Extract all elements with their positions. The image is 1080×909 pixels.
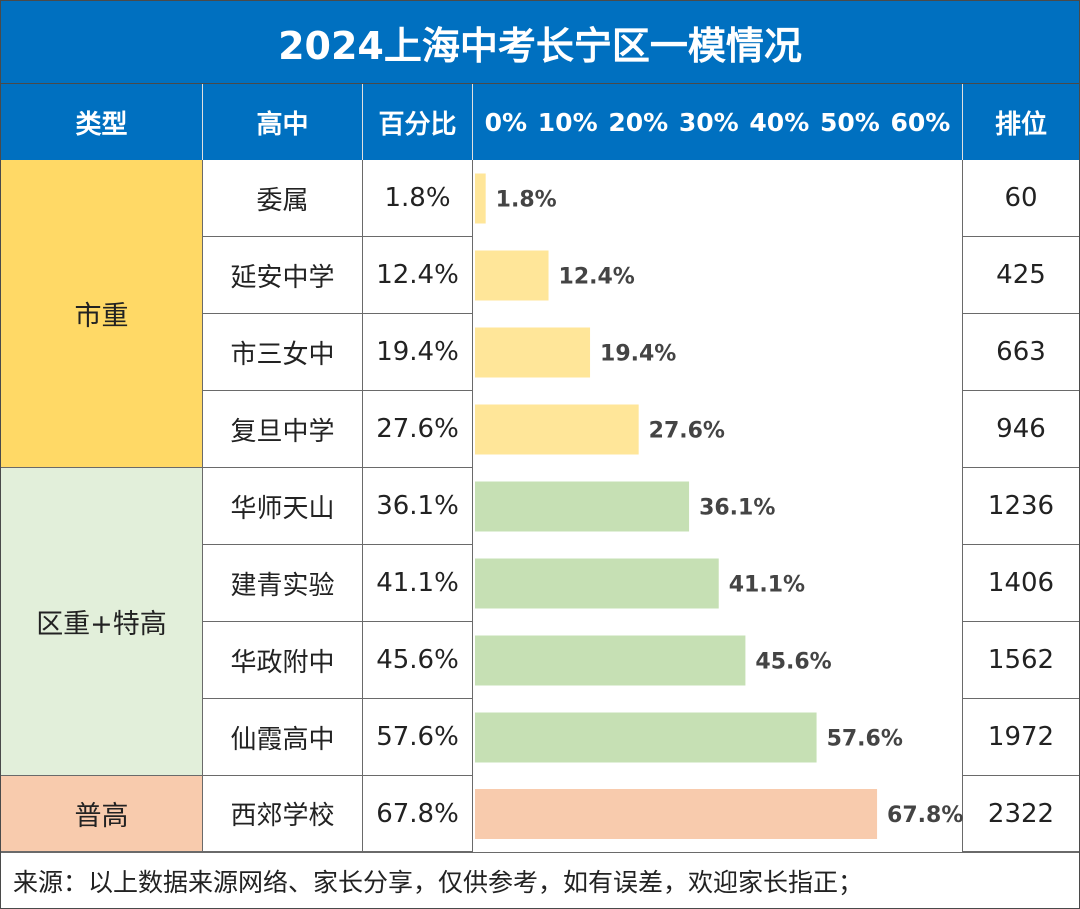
percent-cell: 41.1% xyxy=(363,545,473,622)
bar-value-label: 36.1% xyxy=(699,496,775,521)
percent-cell: 45.6% xyxy=(363,622,473,699)
rank-cell: 1562 xyxy=(963,622,1079,699)
bar xyxy=(475,404,639,455)
bar-value-label: 41.1% xyxy=(729,573,805,598)
bar xyxy=(475,327,591,378)
bar-value-label: 12.4% xyxy=(559,265,635,290)
percent-cell: 12.4% xyxy=(363,237,473,314)
bar xyxy=(475,250,549,301)
rank-cell: 2322 xyxy=(963,776,1079,852)
bar-value-label: 67.8% xyxy=(887,803,963,828)
rank-cell: 946 xyxy=(963,391,1079,468)
percent-cell: 57.6% xyxy=(363,699,473,776)
rank-cell: 1406 xyxy=(963,545,1079,622)
percent-cell: 67.8% xyxy=(363,776,473,852)
rank-cell: 425 xyxy=(963,237,1079,314)
school-cell: 仙霞高中 xyxy=(203,699,363,776)
rank-cell: 663 xyxy=(963,314,1079,391)
bar-value-label: 57.6% xyxy=(827,727,903,752)
school-cell: 西郊学校 xyxy=(203,776,363,852)
rank-cell: 1236 xyxy=(963,468,1079,545)
bar xyxy=(475,635,746,686)
school-cell: 华政附中 xyxy=(203,622,363,699)
header-rank: 排位 xyxy=(963,84,1079,160)
school-cell: 建青实验 xyxy=(203,545,363,622)
header-percent: 百分比 xyxy=(363,84,473,160)
bar xyxy=(475,558,719,609)
category-regular: 普高 xyxy=(1,776,203,852)
bar-value-label: 27.6% xyxy=(649,419,725,444)
category-city-key: 市重 xyxy=(1,160,203,468)
percent-cell: 36.1% xyxy=(363,468,473,545)
header-type: 类型 xyxy=(1,84,203,160)
bar-value-label: 45.6% xyxy=(755,650,831,675)
school-cell: 复旦中学 xyxy=(203,391,363,468)
bar xyxy=(475,789,878,839)
bar-chart: 1.8% 12.4% 19.4% 27.6% 36.1% 41.1% 45.6% 57.6% 6… xyxy=(475,173,963,839)
percent-cell: 1.8% xyxy=(363,160,473,237)
header-axis-ticks: 0% 10% 20% 30% 40% 50% 60% xyxy=(473,84,963,160)
school-cell: 华师天山 xyxy=(203,468,363,545)
bar xyxy=(475,712,817,763)
bar xyxy=(475,173,486,224)
bar-value-label: 19.4% xyxy=(600,342,676,367)
school-cell: 延安中学 xyxy=(203,237,363,314)
source-note: 来源：以上数据来源网络、家长分享，仅供参考，如有误差，欢迎家长指正； xyxy=(1,852,1079,908)
rank-cell: 1972 xyxy=(963,699,1079,776)
bar-value-label: 1.8% xyxy=(496,188,557,213)
rank-cell: 60 xyxy=(963,160,1079,237)
bar xyxy=(475,481,690,532)
school-cell: 委属 xyxy=(203,160,363,237)
percent-cell: 27.6% xyxy=(363,391,473,468)
header-school: 高中 xyxy=(203,84,363,160)
page-title: 2024上海中考长宁区一模情况 xyxy=(1,1,1079,84)
school-cell: 市三女中 xyxy=(203,314,363,391)
category-district-key: 区重+特高 xyxy=(1,468,203,776)
percent-cell: 19.4% xyxy=(363,314,473,391)
